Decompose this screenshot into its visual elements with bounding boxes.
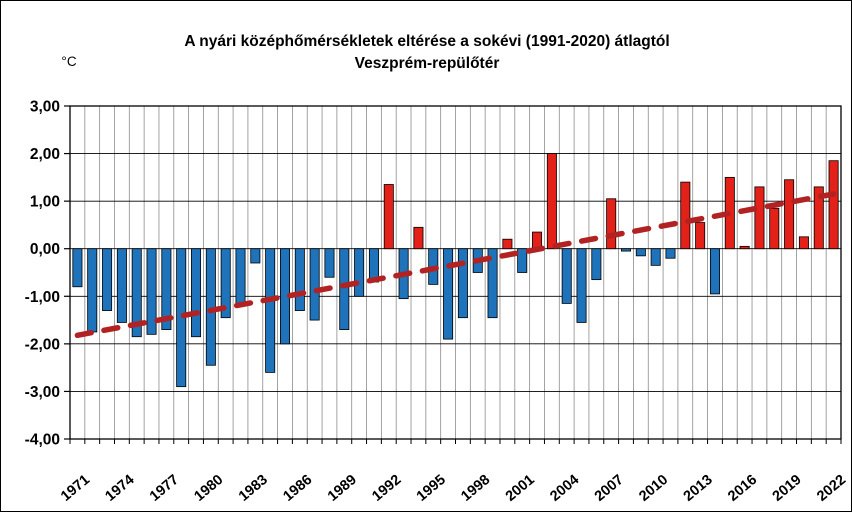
bar-2013: [695, 222, 706, 250]
bar-1983: [250, 248, 261, 264]
y-axis-label: -3,00: [25, 384, 60, 401]
bar-1987: [309, 248, 320, 321]
bar-1989: [339, 248, 350, 330]
x-axis-label: 1974: [102, 472, 137, 505]
bar-2011: [665, 248, 676, 259]
bar-2020: [798, 236, 809, 250]
chart-title: A nyári középhőmérsékletek eltérése a so…: [184, 33, 670, 50]
chart-title-block: A nyári középhőmérsékletek eltérése a so…: [1, 31, 851, 75]
bar-2010: [650, 248, 661, 266]
bar-1979: [191, 248, 202, 338]
y-axis-label: -4,00: [25, 432, 60, 449]
y-axis-label: 3,00: [30, 99, 60, 116]
x-axis-label: 1989: [325, 472, 360, 505]
bar-1974: [116, 248, 127, 323]
x-axis-label: 2022: [814, 472, 849, 505]
bar-1976: [146, 248, 157, 335]
bar-1988: [324, 248, 335, 278]
bar-2021: [813, 186, 824, 250]
x-axis-label: 1992: [369, 472, 404, 505]
y-axis-label: 2,00: [30, 146, 60, 163]
x-axis-label: 2013: [681, 472, 716, 505]
bar-2001: [517, 248, 528, 273]
bar-2005: [576, 248, 587, 323]
bar-2008: [621, 248, 632, 252]
bar-1994: [413, 226, 424, 250]
x-axis-label: 2004: [547, 472, 582, 505]
x-axis-label: 2016: [725, 472, 760, 505]
x-axis-label: 2001: [503, 472, 538, 505]
bar-1977: [161, 248, 172, 330]
bar-1984: [265, 248, 276, 373]
y-axis-label: -2,00: [25, 336, 60, 353]
bar-1982: [235, 248, 246, 304]
bar-1975: [131, 248, 142, 338]
bar-2000: [502, 238, 513, 250]
bar-1971: [72, 248, 83, 288]
bar-2019: [784, 179, 795, 250]
bar-2018: [769, 207, 780, 250]
x-axis-label: 1971: [58, 472, 93, 505]
bar-2007: [606, 198, 617, 250]
bar-1981: [220, 248, 231, 319]
y-axis-unit-label: °C: [61, 54, 77, 69]
bar-2004: [561, 248, 572, 304]
bar-1996: [443, 248, 454, 340]
bar-2009: [635, 248, 646, 257]
x-axis-label: 1983: [236, 472, 271, 505]
x-axis-label: 1977: [147, 472, 182, 505]
bar-1992: [383, 184, 394, 250]
bar-1990: [354, 248, 365, 297]
bar-1986: [294, 248, 305, 311]
y-axis-label: 0,00: [30, 241, 60, 258]
bar-2006: [591, 248, 602, 281]
x-axis-label: 1998: [458, 472, 493, 505]
bar-2014: [709, 248, 720, 295]
bar-1997: [457, 248, 468, 319]
x-axis-label: 2019: [770, 472, 805, 505]
x-axis-label: 1986: [280, 472, 315, 505]
bar-1972: [87, 248, 98, 333]
x-axis-label: 2007: [592, 472, 627, 505]
trend-line: [74, 191, 837, 339]
bar-2017: [754, 186, 765, 250]
chart-subtitle: Veszprém-repülőtér: [354, 55, 500, 72]
x-axis-label: 2010: [636, 472, 671, 505]
y-axis-label: 1,00: [30, 194, 60, 211]
bar-2012: [680, 181, 691, 250]
x-axis-label: 1995: [414, 472, 449, 505]
bar-1999: [487, 248, 498, 319]
bar-2016: [739, 245, 750, 250]
x-axis-label: 1980: [191, 472, 226, 505]
bar-1973: [102, 248, 113, 311]
bar-2003: [546, 153, 557, 250]
y-axis-label: -1,00: [25, 289, 60, 306]
bar-2022: [828, 160, 839, 250]
